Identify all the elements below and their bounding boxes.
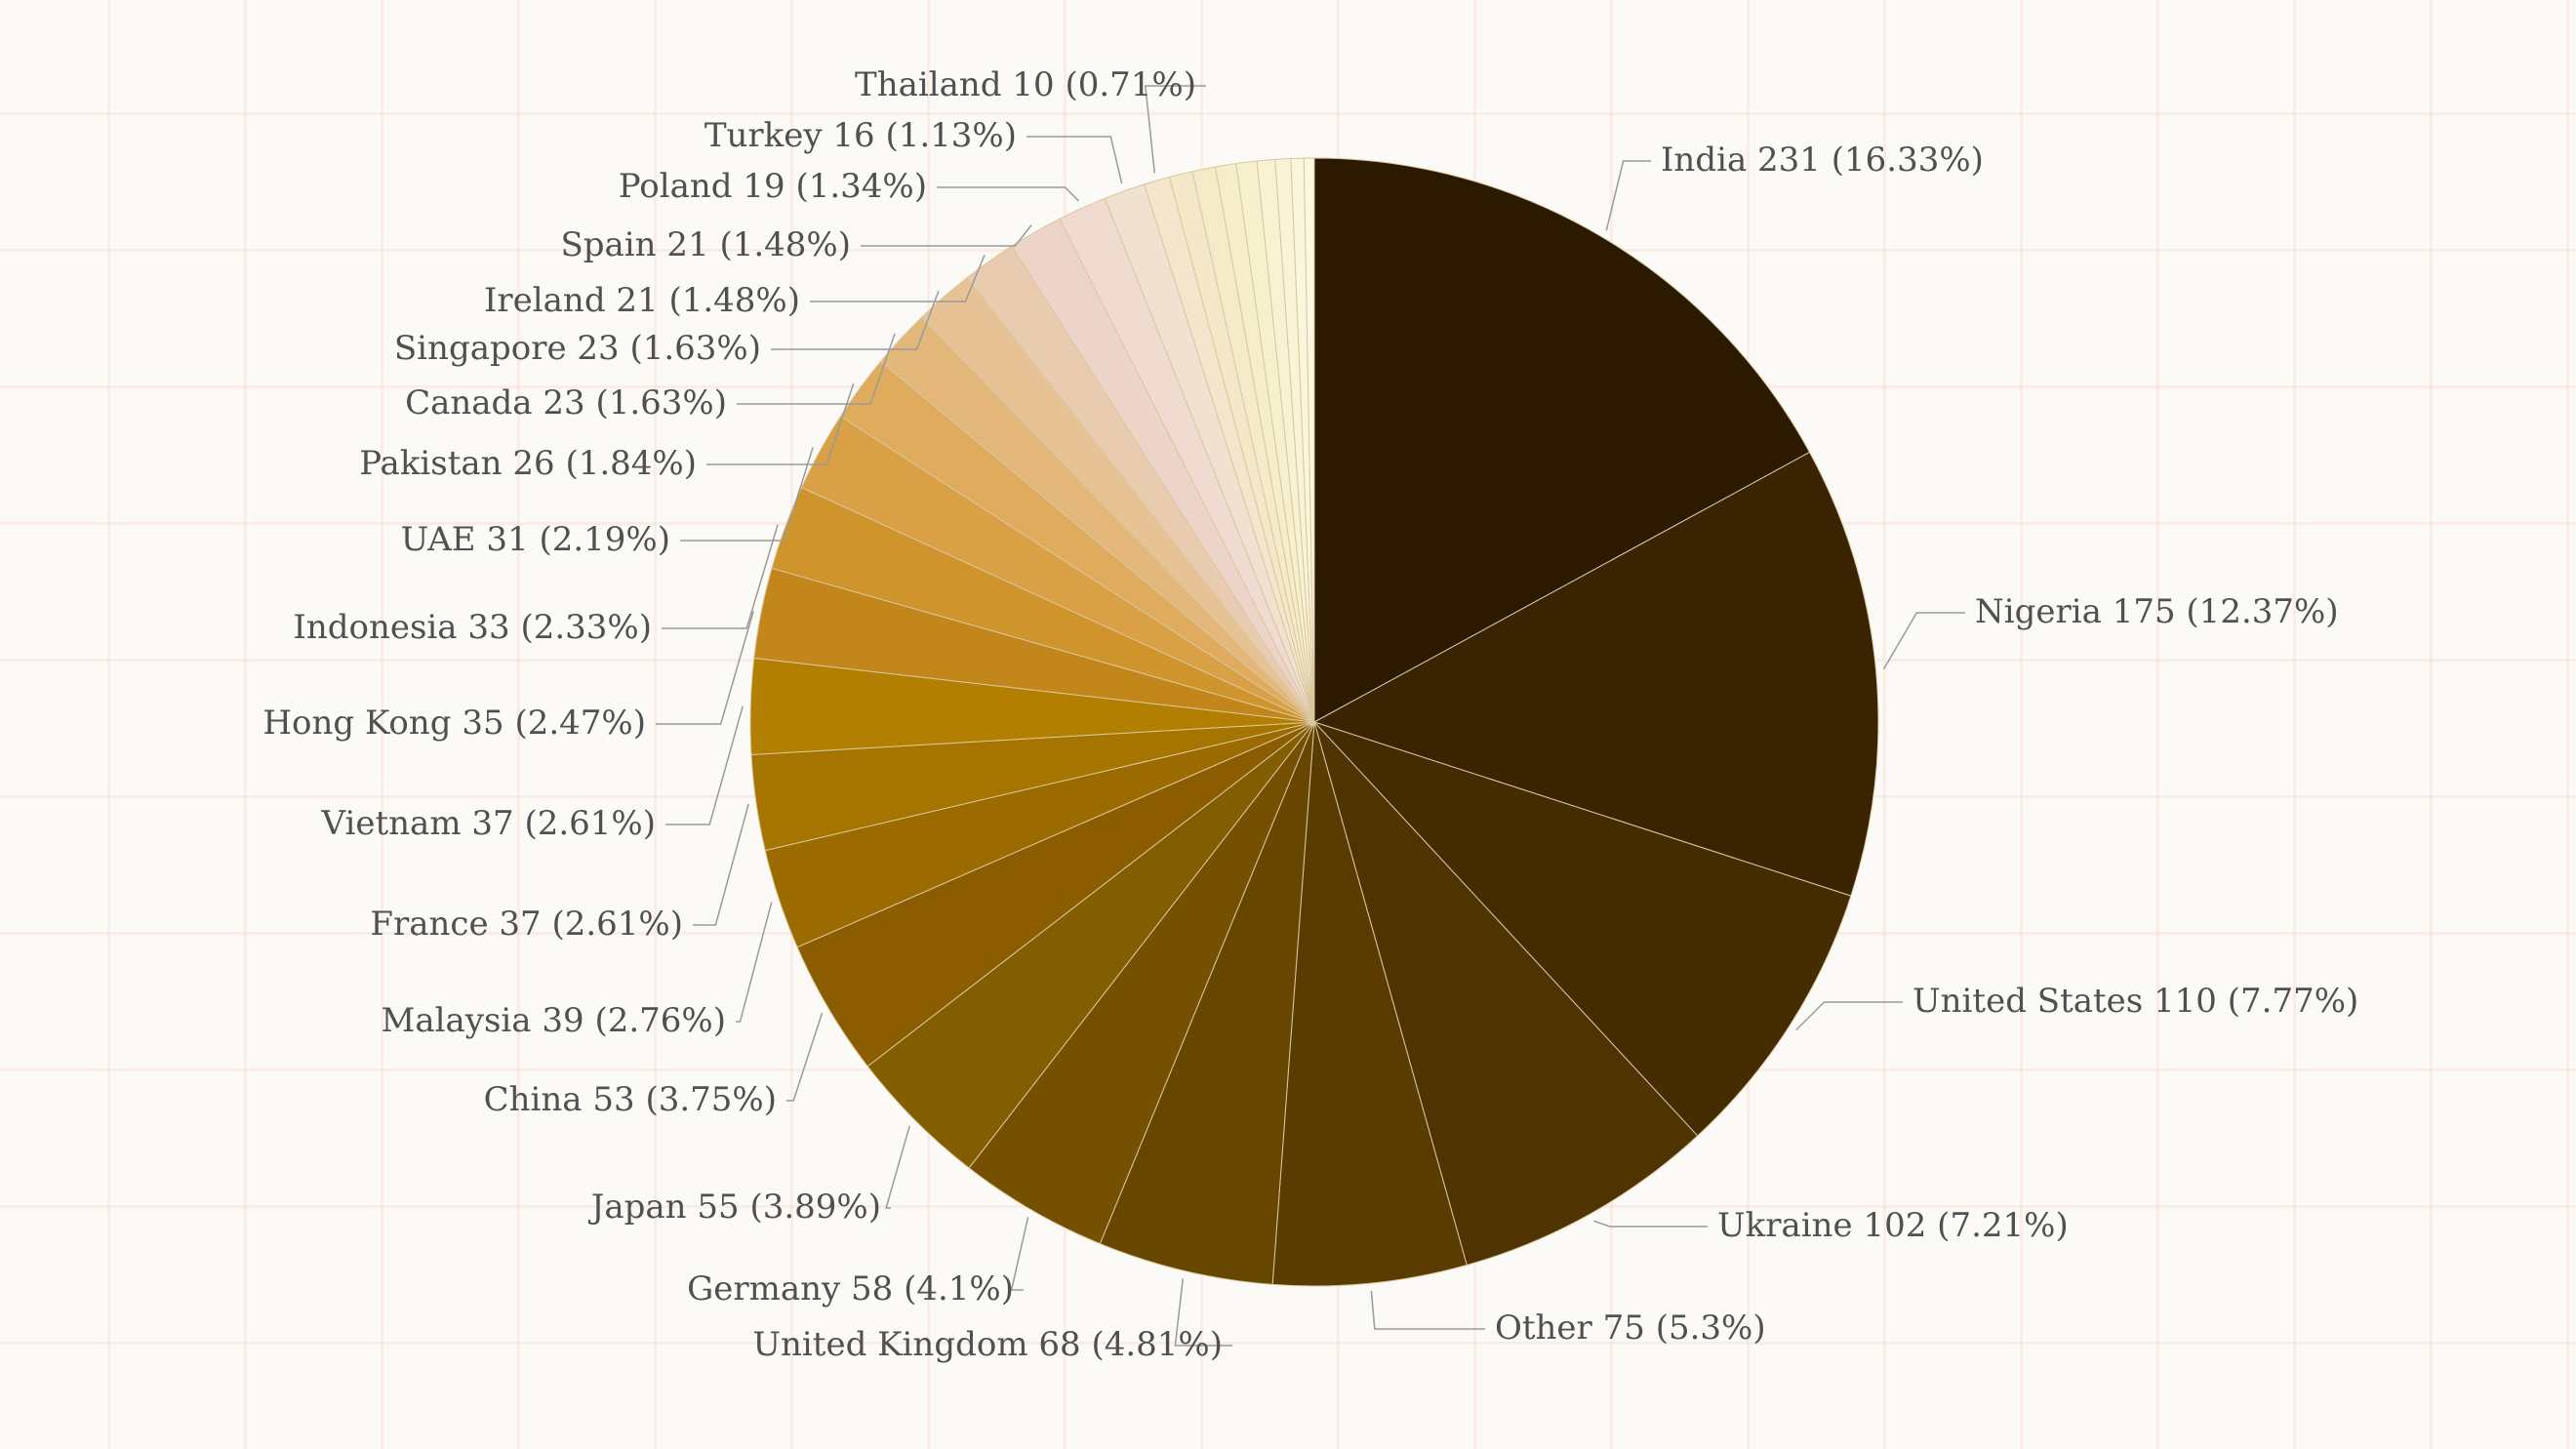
slice-label-indonesia: Indonesia 33 (2.33%) [293, 608, 652, 647]
slice-label-ireland: Ireland 21 (1.48%) [484, 281, 800, 320]
slice-india [1313, 157, 1811, 723]
slice-unlabeled-30 [1303, 157, 1315, 723]
slice-united-states [1312, 720, 1852, 1137]
leader-line-poland [937, 186, 1080, 202]
slice-label-malaysia: Malaysia 39 (2.76%) [382, 1001, 726, 1040]
slice-label-china: China 53 (3.75%) [484, 1080, 777, 1119]
slice-label-other: Other 75 (5.3%) [1495, 1308, 1766, 1348]
leader-line-vietnam [665, 705, 744, 825]
leader-line-india [1605, 160, 1651, 231]
slice-label-united-kingdom: United Kingdom 68 (4.81%) [752, 1325, 1223, 1364]
leader-line-singapore [771, 291, 940, 350]
slice-label-united-states: United States 110 (7.77%) [1912, 982, 2358, 1021]
slice-label-vietnam: Vietnam 37 (2.61%) [321, 804, 656, 843]
slice-label-uae: UAE 31 (2.19%) [401, 520, 670, 559]
leader-line-pakistan [706, 382, 855, 465]
slice-other [1271, 721, 1468, 1287]
leader-line-united-kingdom [1174, 1278, 1232, 1347]
slice-label-ukraine: Ukraine 102 (7.21%) [1717, 1206, 2069, 1245]
slice-label-pakistan: Pakistan 26 (1.84%) [359, 444, 697, 483]
slice-united-kingdom [1099, 721, 1315, 1285]
slice-label-turkey: Turkey 16 (1.13%) [704, 116, 1017, 155]
slice-label-canada: Canada 23 (1.63%) [405, 383, 727, 423]
slice-labels: India 231 (16.33%) Nigeria 175 (12.37%) Un… [262, 65, 2358, 1364]
slice-label-india: India 231 (16.33%) [1661, 141, 1984, 180]
slice-nigeria [1312, 451, 1879, 897]
slice-label-thailand: Thailand 10 (0.71%) [855, 65, 1196, 104]
slice-label-germany: Germany 58 (4.1%) [687, 1269, 1014, 1308]
slice-label-hong-kong: Hong Kong 35 (2.47%) [262, 704, 646, 743]
slice-label-poland: Poland 19 (1.34%) [619, 167, 927, 206]
leader-line-turkey [1026, 136, 1123, 184]
pie-slices [749, 157, 1879, 1287]
leader-line-canada [737, 333, 896, 405]
slice-label-nigeria: Nigeria 175 (12.37%) [1975, 592, 2339, 631]
leader-line-thailand [1144, 85, 1206, 174]
leader-line-uae [680, 447, 814, 542]
slice-label-spain: Spain 21 (1.48%) [560, 225, 851, 264]
leader-line-indonesia [662, 524, 779, 629]
slice-label-japan: Japan 55 (3.89%) [588, 1187, 881, 1227]
label-leader-lines [656, 85, 1965, 1347]
leader-line-japan [885, 1125, 910, 1209]
leader-line-malaysia [736, 902, 773, 1023]
slice-label-singapore: Singapore 23 (1.63%) [394, 329, 761, 368]
leader-line-united-states [1795, 1001, 1903, 1031]
leader-line-hong-kong [656, 611, 754, 725]
leader-line-ireland [810, 255, 986, 302]
leader-line-ukraine [1593, 1220, 1708, 1228]
leader-line-nigeria [1882, 612, 1965, 670]
leader-line-spain [861, 224, 1032, 247]
slice-label-france: France 37 (2.61%) [370, 905, 683, 944]
leader-line-china [786, 1012, 824, 1102]
leader-line-france [693, 803, 749, 926]
leader-line-germany [1010, 1217, 1029, 1291]
slice-ukraine [1313, 721, 1699, 1267]
leader-line-other [1370, 1291, 1485, 1330]
